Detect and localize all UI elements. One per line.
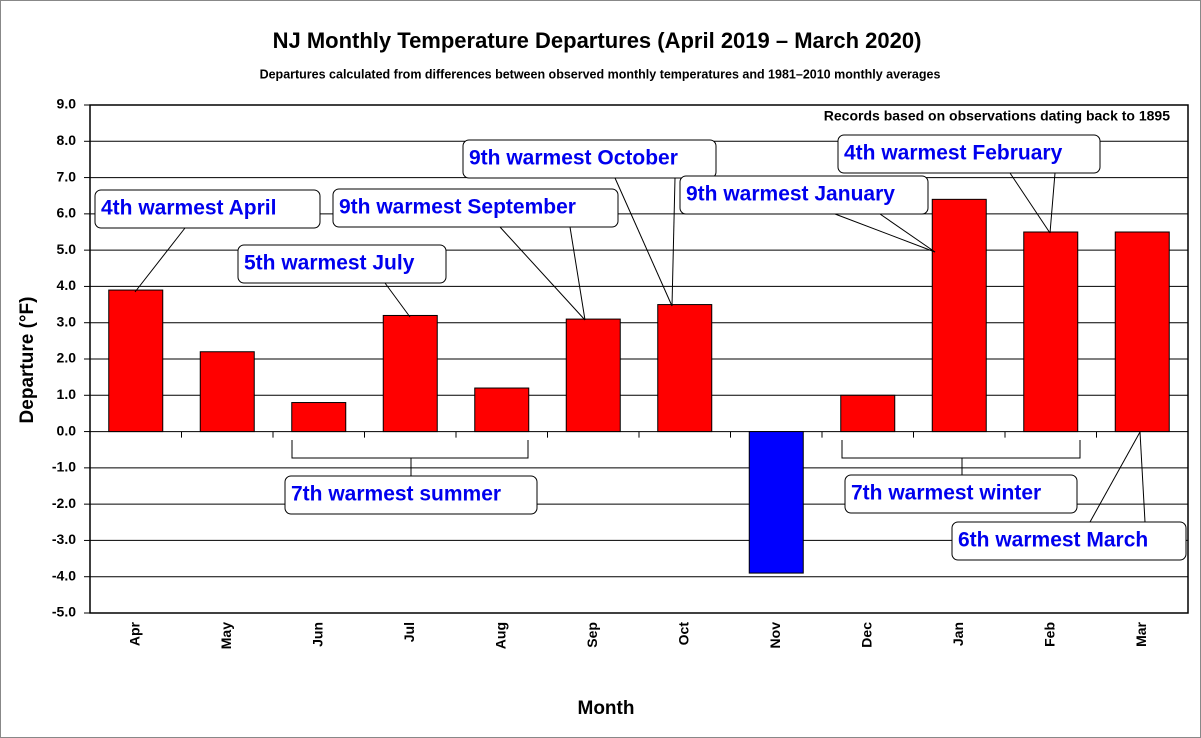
bar xyxy=(657,304,713,433)
x-tick-label: May xyxy=(218,622,234,649)
plot-area xyxy=(89,104,1189,614)
y-tick-label: -1.0 xyxy=(52,459,76,475)
callout-box xyxy=(237,244,447,284)
leader-line xyxy=(614,177,673,307)
leader-line xyxy=(1049,172,1056,234)
leader-line xyxy=(879,213,936,253)
annotation: 9th warmest October xyxy=(469,147,678,170)
leader-line xyxy=(499,226,586,321)
y-tick-label: -3.0 xyxy=(52,531,76,547)
y-tick-label: 7.0 xyxy=(57,168,77,184)
x-tick-label: Feb xyxy=(1041,622,1057,647)
annotation: 6th warmest March xyxy=(958,529,1148,552)
leader-line xyxy=(569,226,586,321)
callout-box xyxy=(837,134,1101,174)
bar xyxy=(108,289,164,433)
bar xyxy=(931,198,987,433)
x-tick-label: Jul xyxy=(401,622,417,642)
annotation: 4th warmest April xyxy=(101,197,276,220)
x-tick-label: Nov xyxy=(767,622,783,649)
callout-box xyxy=(94,189,321,229)
y-tick-label: 4.0 xyxy=(57,277,77,293)
x-tick-label: Mar xyxy=(1133,621,1149,646)
y-tick-label: 5.0 xyxy=(57,241,77,257)
bar xyxy=(1114,231,1170,433)
callout-box xyxy=(679,175,929,215)
x-tick-label: Oct xyxy=(675,622,691,646)
bar xyxy=(748,431,804,574)
y-tick-label: 2.0 xyxy=(57,350,77,366)
callout-box xyxy=(284,475,538,515)
y-tick-label: 1.0 xyxy=(57,386,77,402)
x-tick-label: Sep xyxy=(584,622,600,648)
bar xyxy=(199,351,255,433)
bar xyxy=(474,387,530,433)
note: Records based on observations dating bac… xyxy=(824,108,1170,124)
y-tick-label: 6.0 xyxy=(57,205,77,221)
x-tick-label: Jan xyxy=(950,622,966,646)
bar xyxy=(565,318,621,433)
y-tick-label: 0.0 xyxy=(57,422,77,438)
leader-line xyxy=(1089,431,1141,523)
bar xyxy=(382,314,438,433)
leader-line xyxy=(384,282,411,318)
y-tick-label: 8.0 xyxy=(57,132,77,148)
annotation: 9th warmest January xyxy=(686,183,895,206)
y-tick-label: -2.0 xyxy=(52,495,76,511)
chart-subtitle: Departures calculated from differences b… xyxy=(260,67,941,81)
callout-box xyxy=(462,139,717,179)
x-tick-label: Dec xyxy=(858,622,874,648)
brace xyxy=(841,440,1081,476)
annotation: 9th warmest September xyxy=(339,196,576,219)
bar xyxy=(840,394,896,433)
x-axis-title: Month xyxy=(578,698,635,719)
bar xyxy=(291,402,347,433)
x-tick-label: Apr xyxy=(126,621,142,646)
callout-box xyxy=(332,188,619,228)
annotation: 4th warmest February xyxy=(844,142,1063,165)
callout-box xyxy=(844,474,1078,514)
annotation: 7th warmest summer xyxy=(291,483,501,506)
leader-line xyxy=(834,213,936,253)
bar xyxy=(1023,231,1079,433)
callout-box xyxy=(951,521,1187,561)
leader-line xyxy=(1009,172,1051,234)
x-tick-label: Jun xyxy=(309,622,325,647)
leader-line xyxy=(1139,431,1146,523)
y-tick-label: 3.0 xyxy=(57,313,77,329)
annotation: 5th warmest July xyxy=(244,252,415,275)
y-tick-label: 9.0 xyxy=(57,96,77,112)
y-axis-title: Departure (°F) xyxy=(17,297,38,424)
chart-title: NJ Monthly Temperature Departures (April… xyxy=(273,28,922,53)
x-tick-label: Aug xyxy=(492,622,508,649)
y-tick-label: -5.0 xyxy=(52,604,76,620)
brace xyxy=(291,440,529,476)
y-tick-label: -4.0 xyxy=(52,567,76,583)
leader-line xyxy=(134,227,186,293)
annotation: 7th warmest winter xyxy=(851,482,1041,505)
leader-line xyxy=(671,177,676,307)
